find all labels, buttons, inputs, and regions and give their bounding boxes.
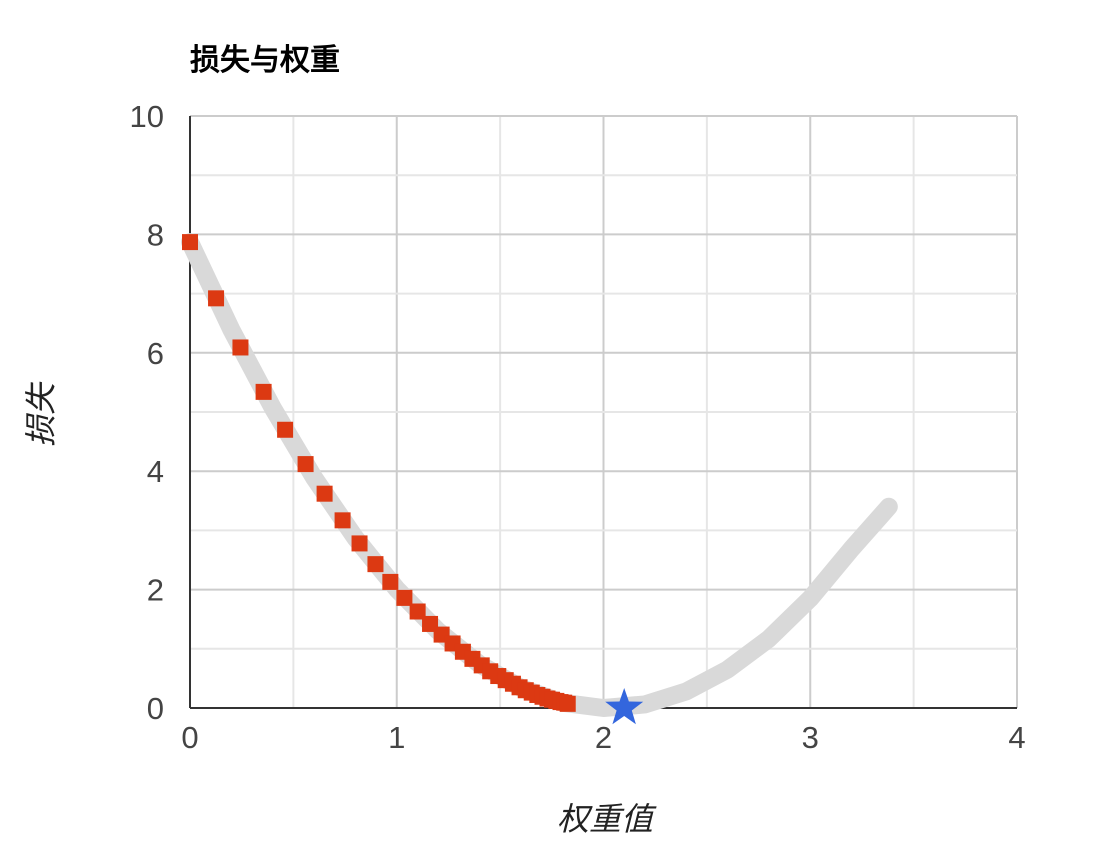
grid — [189, 115, 1018, 709]
x-tick-label: 1 — [388, 720, 405, 755]
steps-layer — [182, 234, 576, 712]
y-tick-label: 10 — [130, 99, 164, 134]
step-marker — [559, 695, 576, 712]
step-marker — [351, 535, 368, 552]
loss-curve-layer — [181, 233, 898, 717]
y-tick-label: 0 — [147, 691, 164, 726]
step-marker — [255, 383, 272, 400]
y-tick-label: 4 — [147, 454, 164, 489]
step-marker — [182, 234, 198, 251]
minimum-star-marker — [605, 688, 644, 725]
y-axis-label: 损失 — [22, 381, 60, 447]
step-marker — [382, 573, 399, 590]
x-tick-label: 4 — [1008, 720, 1025, 755]
step-marker — [297, 456, 314, 473]
step-marker — [208, 290, 225, 307]
x-tick-label: 3 — [802, 720, 819, 755]
x-axis-label: 权重值 — [557, 800, 657, 838]
y-tick-label: 8 — [147, 217, 164, 252]
step-marker — [396, 589, 413, 606]
tick-labels: 0 1 2 3 4 0 2 4 6 8 10 — [130, 99, 1026, 755]
y-tick-label: 2 — [147, 573, 164, 608]
step-marker — [334, 512, 351, 529]
step-marker — [277, 421, 294, 438]
chart-title: 损失与权重 — [190, 43, 340, 78]
step-marker — [316, 485, 333, 502]
minimum-layer — [605, 688, 644, 725]
y-tick-label: 6 — [147, 336, 164, 371]
x-tick-label: 0 — [181, 720, 198, 755]
step-marker — [367, 556, 384, 573]
loss-curve — [181, 233, 898, 717]
x-tick-label: 2 — [595, 720, 612, 755]
step-marker — [409, 603, 426, 620]
step-marker — [232, 339, 249, 356]
